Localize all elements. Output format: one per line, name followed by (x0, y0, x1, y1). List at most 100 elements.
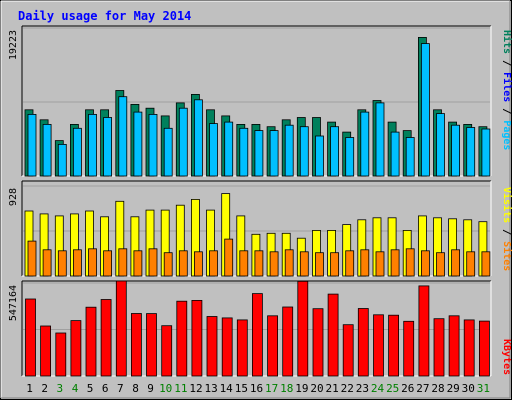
bar-kbytes (100, 299, 112, 377)
day-label: 15 (235, 382, 248, 395)
bar-kbytes (130, 313, 142, 377)
chart-title: Daily usage for May 2014 (18, 9, 191, 23)
bar-kbytes (176, 300, 188, 377)
bar-sites (299, 251, 309, 277)
day-label: 28 (431, 382, 444, 395)
bar-sites (209, 250, 218, 277)
bar-kbytes (267, 315, 279, 377)
bar-sites (73, 249, 82, 277)
bar-kbytes (146, 313, 157, 377)
bar-files (239, 127, 249, 177)
bar-kbytes (388, 314, 400, 377)
bar-sites (118, 248, 128, 277)
bar-sites (345, 250, 355, 277)
bar-kbytes (342, 324, 354, 377)
bar-files (420, 43, 430, 177)
day-label: 3 (56, 382, 63, 395)
bar-sites (42, 249, 52, 277)
day-label: 9 (147, 382, 154, 395)
bar-kbytes (115, 280, 127, 377)
bar-kbytes (236, 319, 248, 377)
bar-files (118, 96, 128, 177)
bar-kbytes (357, 308, 369, 377)
bar-files (193, 99, 203, 177)
day-label: 25 (386, 382, 399, 395)
bar-sites (269, 251, 279, 277)
day-label: 22 (341, 382, 354, 395)
bar-files (133, 111, 143, 177)
day-label: 2 (41, 382, 48, 395)
day-label: 30 (462, 382, 475, 395)
bar-kbytes (251, 293, 263, 377)
day-label: 13 (204, 382, 217, 395)
bar-files (345, 137, 355, 177)
bar-kbytes (433, 318, 445, 377)
bar-files (57, 143, 67, 177)
bar-files (254, 130, 264, 177)
bar-kbytes (463, 319, 475, 377)
bar-files (284, 124, 294, 177)
legend-hits-files-pages: Hits / Files / Pages (501, 30, 512, 150)
bar-sites (88, 248, 97, 277)
panel-visits-sites: 928 Visits / Sites (8, 180, 512, 277)
bar-sites (436, 252, 445, 277)
day-label: 1 (26, 382, 33, 395)
day-label: 23 (356, 382, 369, 395)
bar-files (42, 124, 52, 177)
day-label: 27 (416, 382, 429, 395)
bar-sites (148, 248, 158, 277)
bar-files (209, 123, 218, 177)
bar-kbytes (191, 299, 203, 377)
bar-files (436, 113, 445, 177)
bar-files (178, 107, 188, 177)
bar-sites (103, 250, 112, 277)
day-label: 8 (132, 382, 139, 395)
bar-kbytes (448, 315, 460, 377)
bar-files (73, 127, 82, 177)
bar-files (88, 114, 97, 177)
axis-max-label: 547164 (8, 285, 19, 321)
axis-max-label: 928 (8, 188, 19, 206)
bar-files (27, 114, 37, 177)
bar-sites (284, 249, 294, 277)
day-label: 17 (265, 382, 278, 395)
bar-sites (481, 251, 491, 277)
day-label: 24 (371, 382, 385, 395)
day-label: 14 (220, 382, 234, 395)
bar-kbytes (418, 285, 430, 377)
bar-files (466, 127, 476, 177)
bar-kbytes (40, 325, 51, 377)
bar-kbytes (478, 320, 490, 377)
bar-files (405, 137, 415, 177)
bar-files (451, 124, 461, 177)
day-label: 18 (280, 382, 293, 395)
legend-visits-sites: Visits / Sites (501, 187, 512, 271)
day-label: 20 (310, 382, 323, 395)
day-label: 26 (401, 382, 414, 395)
bar-sites (27, 240, 37, 277)
bar-files (481, 128, 491, 177)
bar-kbytes (221, 317, 233, 377)
day-label: 29 (447, 382, 460, 395)
day-label: 5 (87, 382, 94, 395)
bar-kbytes (373, 314, 384, 377)
bar-files (299, 126, 309, 177)
bar-files (103, 117, 112, 177)
bar-sites (466, 251, 476, 277)
bar-sites (420, 250, 430, 277)
bar-sites (330, 252, 340, 277)
bar-kbytes (161, 325, 173, 377)
axis-max-label: 19223 (8, 30, 19, 60)
bar-files (330, 126, 340, 177)
chart-panels: 19223 Hits / Files / Pages 928 Visits / Sit… (8, 25, 512, 377)
day-label: 21 (325, 382, 338, 395)
day-label: 31 (477, 382, 490, 395)
bar-files (148, 114, 158, 177)
bar-kbytes (25, 298, 36, 377)
legend-kbytes: KBytes (501, 339, 512, 375)
bar-files (163, 127, 173, 177)
bar-files (375, 102, 385, 177)
bar-sites (57, 250, 67, 277)
bar-kbytes (297, 280, 309, 377)
